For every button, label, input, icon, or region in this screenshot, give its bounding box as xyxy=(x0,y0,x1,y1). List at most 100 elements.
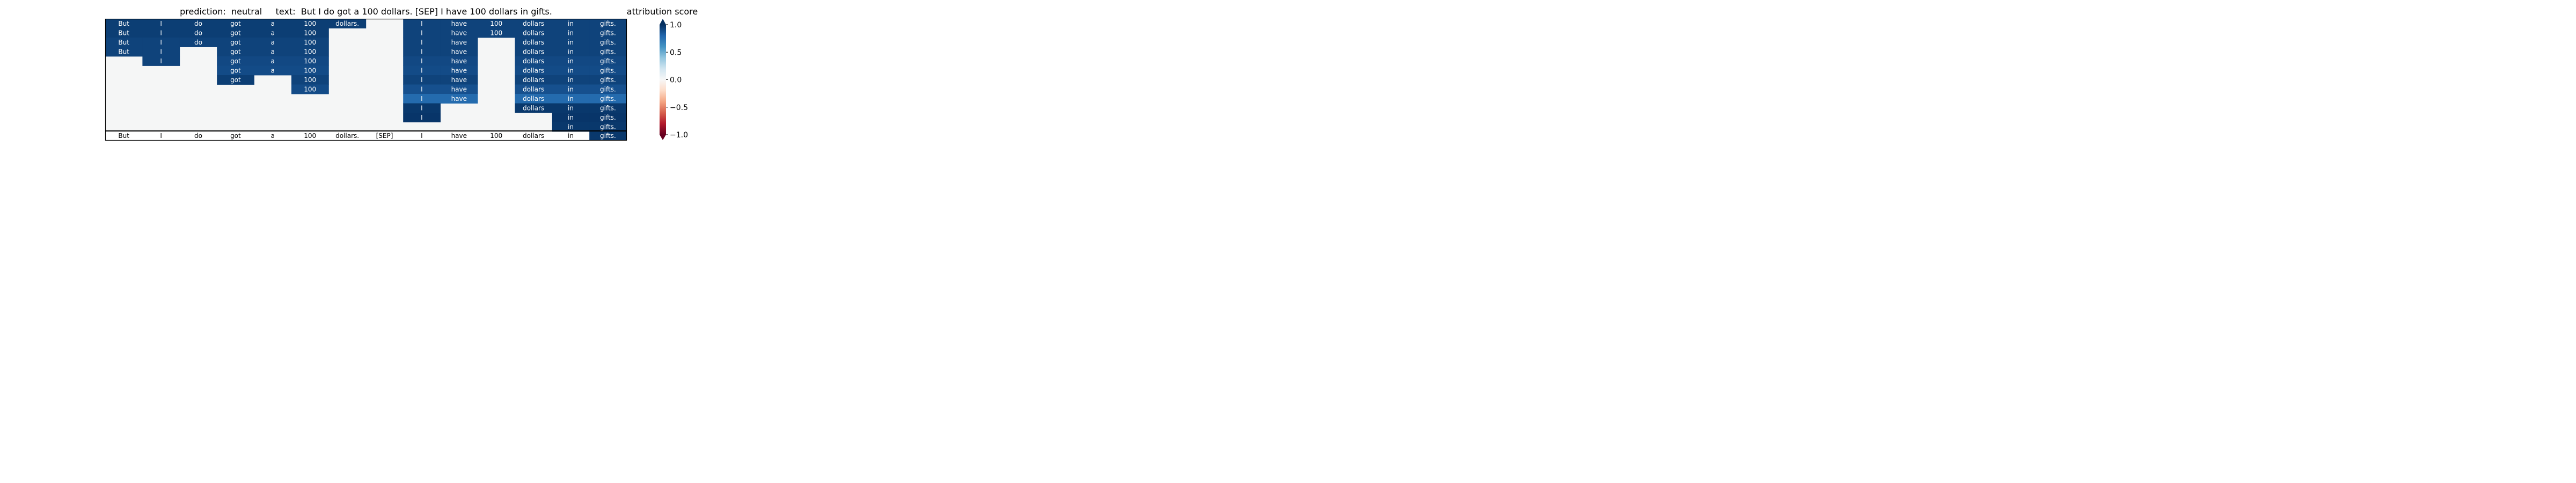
cell-token-label: 100 xyxy=(304,39,316,46)
colorbar-label: attribution score xyxy=(627,6,698,17)
heatmap-cell xyxy=(142,38,180,47)
heatmap-cell xyxy=(552,38,590,47)
cell-token-label: dollars xyxy=(523,29,544,36)
cell-token-label: do xyxy=(194,29,202,36)
chart-title: prediction: neutral text: But I do got a… xyxy=(180,6,552,17)
cell-token-label: gifts. xyxy=(600,48,616,55)
heatmap-cell xyxy=(105,28,143,38)
heatmap-cell xyxy=(142,56,180,66)
heatmap-cell xyxy=(291,75,329,85)
heatmap-cell xyxy=(291,47,329,57)
colorbar-gradient xyxy=(660,25,666,135)
heatmap-cell xyxy=(403,28,441,38)
heatmap-cell xyxy=(254,65,292,76)
cell-token-label: gifts. xyxy=(600,114,616,121)
token-label: dollars xyxy=(523,132,544,140)
cell-token-label: in xyxy=(568,85,574,93)
heatmap-cell xyxy=(328,19,367,28)
token-label: do xyxy=(194,132,202,140)
heatmap-cell xyxy=(478,28,515,38)
colorbar-tick-label: 0.0 xyxy=(670,76,682,85)
cell-token-label: in xyxy=(568,104,574,112)
heatmap-cell xyxy=(589,19,627,28)
heatmap-cell xyxy=(179,28,217,38)
heatmap-cell xyxy=(552,56,590,66)
cell-token-label: gifts. xyxy=(600,67,616,74)
cell-token-label: got xyxy=(230,20,241,27)
heatmap-cell xyxy=(217,65,254,76)
colorbar-ticks: 1.0 0.5 0.0 −0.5 −1.0 xyxy=(666,21,688,140)
heatmap-cell xyxy=(440,65,478,76)
heatmap-cell xyxy=(254,47,292,57)
cell-token-label: got xyxy=(230,57,241,65)
heatmap-cell xyxy=(589,113,627,122)
heatmap-cell xyxy=(403,56,441,66)
cell-token-label: dollars xyxy=(523,57,544,65)
cell-token-label: But xyxy=(118,20,129,27)
cell-token-label: gifts. xyxy=(600,95,616,103)
cell-token-label: gifts. xyxy=(600,20,616,27)
colorbar-top-arrow xyxy=(660,19,666,25)
heatmap-cell xyxy=(440,38,478,47)
heatmap-cell xyxy=(403,65,441,76)
cell-token-label: dollars xyxy=(523,48,544,55)
cell-token-label: do xyxy=(194,39,202,46)
cell-token-label: dollars xyxy=(523,104,544,112)
cell-token-label: gifts. xyxy=(600,57,616,65)
colorbar-tick-label: −1.0 xyxy=(670,131,688,140)
cell-token-label: But xyxy=(118,48,129,55)
colorbar-tick-label: −0.5 xyxy=(670,104,688,112)
heatmap-cell xyxy=(291,56,329,66)
cell-token-label: a xyxy=(271,67,275,74)
token-label: in xyxy=(568,132,574,140)
cell-token-label: But xyxy=(118,29,129,36)
heatmap-cell xyxy=(403,113,441,122)
cell-token-label: I xyxy=(160,29,162,36)
heatmap-cell xyxy=(515,103,553,113)
cell-token-label: have xyxy=(451,48,467,55)
attribution-heatmap-chart: prediction: neutral text: But I do got a… xyxy=(105,6,698,141)
token-label: 100 xyxy=(490,132,502,140)
heatmap-cell xyxy=(589,122,627,132)
heatmap-cell xyxy=(403,19,441,28)
heatmap-cell xyxy=(589,38,627,47)
heatmap-cell xyxy=(589,28,627,38)
token-label: have xyxy=(451,132,467,140)
heatmap-cell xyxy=(440,47,478,57)
cell-token-label: in xyxy=(568,67,574,74)
heatmap-cell xyxy=(515,94,553,104)
heatmap-cell xyxy=(291,28,329,38)
token-label: dollars. xyxy=(335,132,359,140)
token-label: I xyxy=(421,132,423,140)
cell-token-label: gifts. xyxy=(600,85,616,93)
heatmap-cell xyxy=(217,56,254,66)
heatmap-cell xyxy=(515,28,553,38)
cell-token-label: I xyxy=(421,95,423,103)
token-label: 100 xyxy=(304,132,316,140)
token-highlight-cell xyxy=(589,131,627,141)
heatmap-cell xyxy=(552,122,590,132)
cell-token-label: dollars xyxy=(523,39,544,46)
cell-token-label: I xyxy=(421,104,423,112)
heatmap-cell xyxy=(552,65,590,76)
heatmap-cell xyxy=(179,38,217,47)
heatmap-cell xyxy=(589,75,627,85)
heatmap-cell xyxy=(515,75,553,85)
heatmap-cell xyxy=(515,84,553,94)
heatmap-cell xyxy=(515,47,553,57)
heatmap-cell xyxy=(515,65,553,76)
cell-token-label: 100 xyxy=(490,29,502,36)
heatmap-cell xyxy=(403,103,441,113)
heatmap-cell xyxy=(515,19,553,28)
token-label: But xyxy=(118,132,129,140)
heatmap-cell xyxy=(589,47,627,57)
cell-token-label: got xyxy=(230,67,241,74)
heatmap-cell xyxy=(254,28,292,38)
cell-token-label: 100 xyxy=(304,48,316,55)
cell-token-label: got xyxy=(230,29,241,36)
cell-token-label: in xyxy=(568,20,574,27)
cell-token-label: I xyxy=(421,20,423,27)
heatmap-cell xyxy=(291,38,329,47)
cell-token-label: But xyxy=(118,39,129,46)
cell-token-label: have xyxy=(451,29,467,36)
